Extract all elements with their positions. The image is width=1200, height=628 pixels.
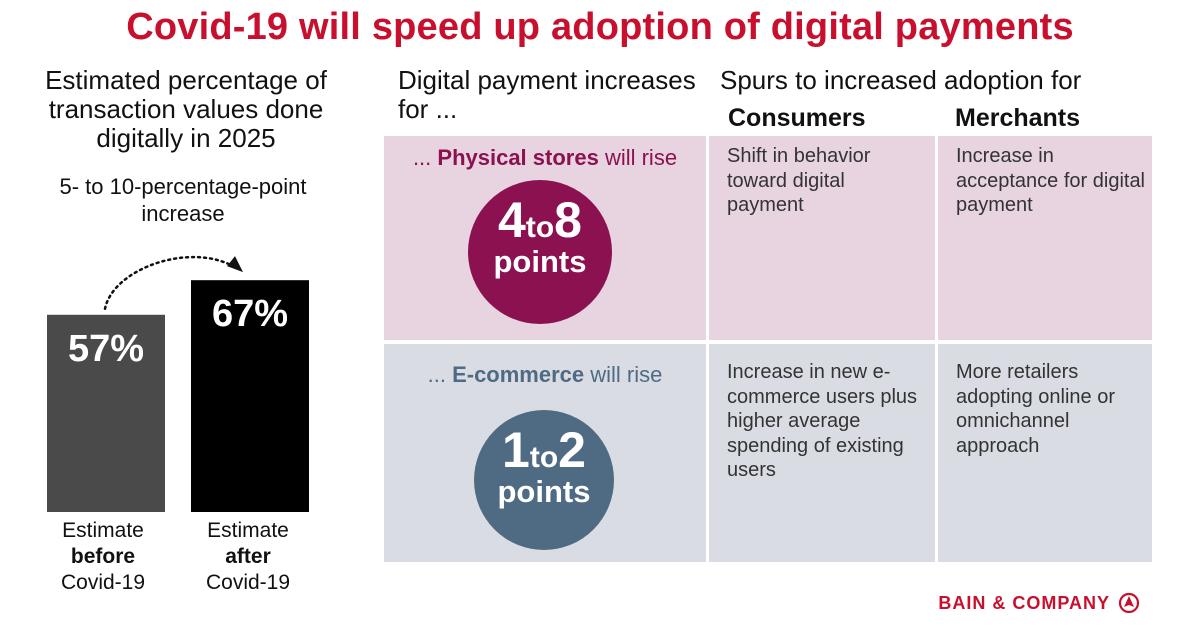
physical-merchants-cell: Increase in acceptance for digital payme… (938, 136, 1152, 340)
chart-title: Covid-19 will speed up adoption of digit… (126, 6, 1074, 48)
category-line: Estimate (62, 519, 144, 542)
increase-annotation: 5- to 10-percentage-point increase (59, 174, 307, 226)
ecommerce-cell: ... E-commerce will rise 1to2 points (384, 344, 706, 562)
category-line-bold: before (70, 545, 136, 568)
spurs-heading: Spurs to increased adoption for (720, 65, 1082, 95)
category-line: Covid-19 (60, 571, 146, 594)
range-to: to (525, 211, 555, 244)
physical-merchants-text: Increase in acceptance for digital payme… (956, 145, 1146, 216)
ecommerce-circle: 1to2 points (474, 410, 614, 550)
category-line: Covid-19 (205, 571, 291, 594)
range-high: 2 (558, 422, 586, 478)
ecommerce-consumers-text: Increase in new e-commerce users plus hi… (727, 361, 918, 481)
physical-stores-row-title: ... Physical stores will rise (412, 145, 678, 170)
bar-after-category-label: Estimate after Covid-19 (183, 518, 313, 596)
bain-logo: BAIN & COMPANY (938, 592, 1140, 614)
increase-arrow (103, 255, 235, 311)
bar-after (191, 280, 309, 512)
bar-before-category-label: Estimate before Covid-19 (38, 518, 168, 596)
range-low: 4 (498, 192, 526, 248)
range-high: 8 (554, 192, 582, 248)
physical-stores-cell: ... Physical stores will rise 4to8 point… (384, 136, 706, 340)
range-unit: points (497, 474, 591, 509)
bar-before-value-label: 57% (68, 328, 144, 370)
ecommerce-merchants-text: More retailers adopting online or omnich… (956, 361, 1116, 457)
physical-consumers-cell: Shift in behavior toward digital payment (709, 136, 935, 340)
physical-consumers-text: Shift in behavior toward digital payment (727, 145, 871, 216)
bar-after-value-label: 67% (212, 293, 288, 335)
ecommerce-row-title: ... E-commerce will rise (427, 362, 663, 387)
category-line-bold: after (225, 545, 271, 568)
range-unit: points (493, 244, 587, 279)
ecommerce-merchants-cell: More retailers adopting online or omnich… (938, 344, 1152, 562)
bain-compass-icon (1118, 592, 1140, 614)
range-to: to (529, 441, 559, 474)
column-header-consumers: Consumers (728, 104, 866, 132)
column-header-merchants: Merchants (955, 104, 1081, 132)
arrowhead-icon (227, 256, 243, 273)
physical-stores-circle: 4to8 points (468, 180, 612, 324)
bar-before (47, 314, 165, 512)
ecommerce-consumers-cell: Increase in new e-commerce users plus hi… (709, 344, 935, 562)
left-panel-heading: Estimated percentage of transaction valu… (45, 65, 327, 153)
middle-heading: Digital payment increases for ... (398, 65, 696, 124)
category-line: Estimate (207, 519, 289, 542)
logo-text: BAIN & COMPANY (938, 592, 1110, 613)
bar-chart: 57% 67% (47, 255, 309, 512)
range-low: 1 (502, 422, 530, 478)
